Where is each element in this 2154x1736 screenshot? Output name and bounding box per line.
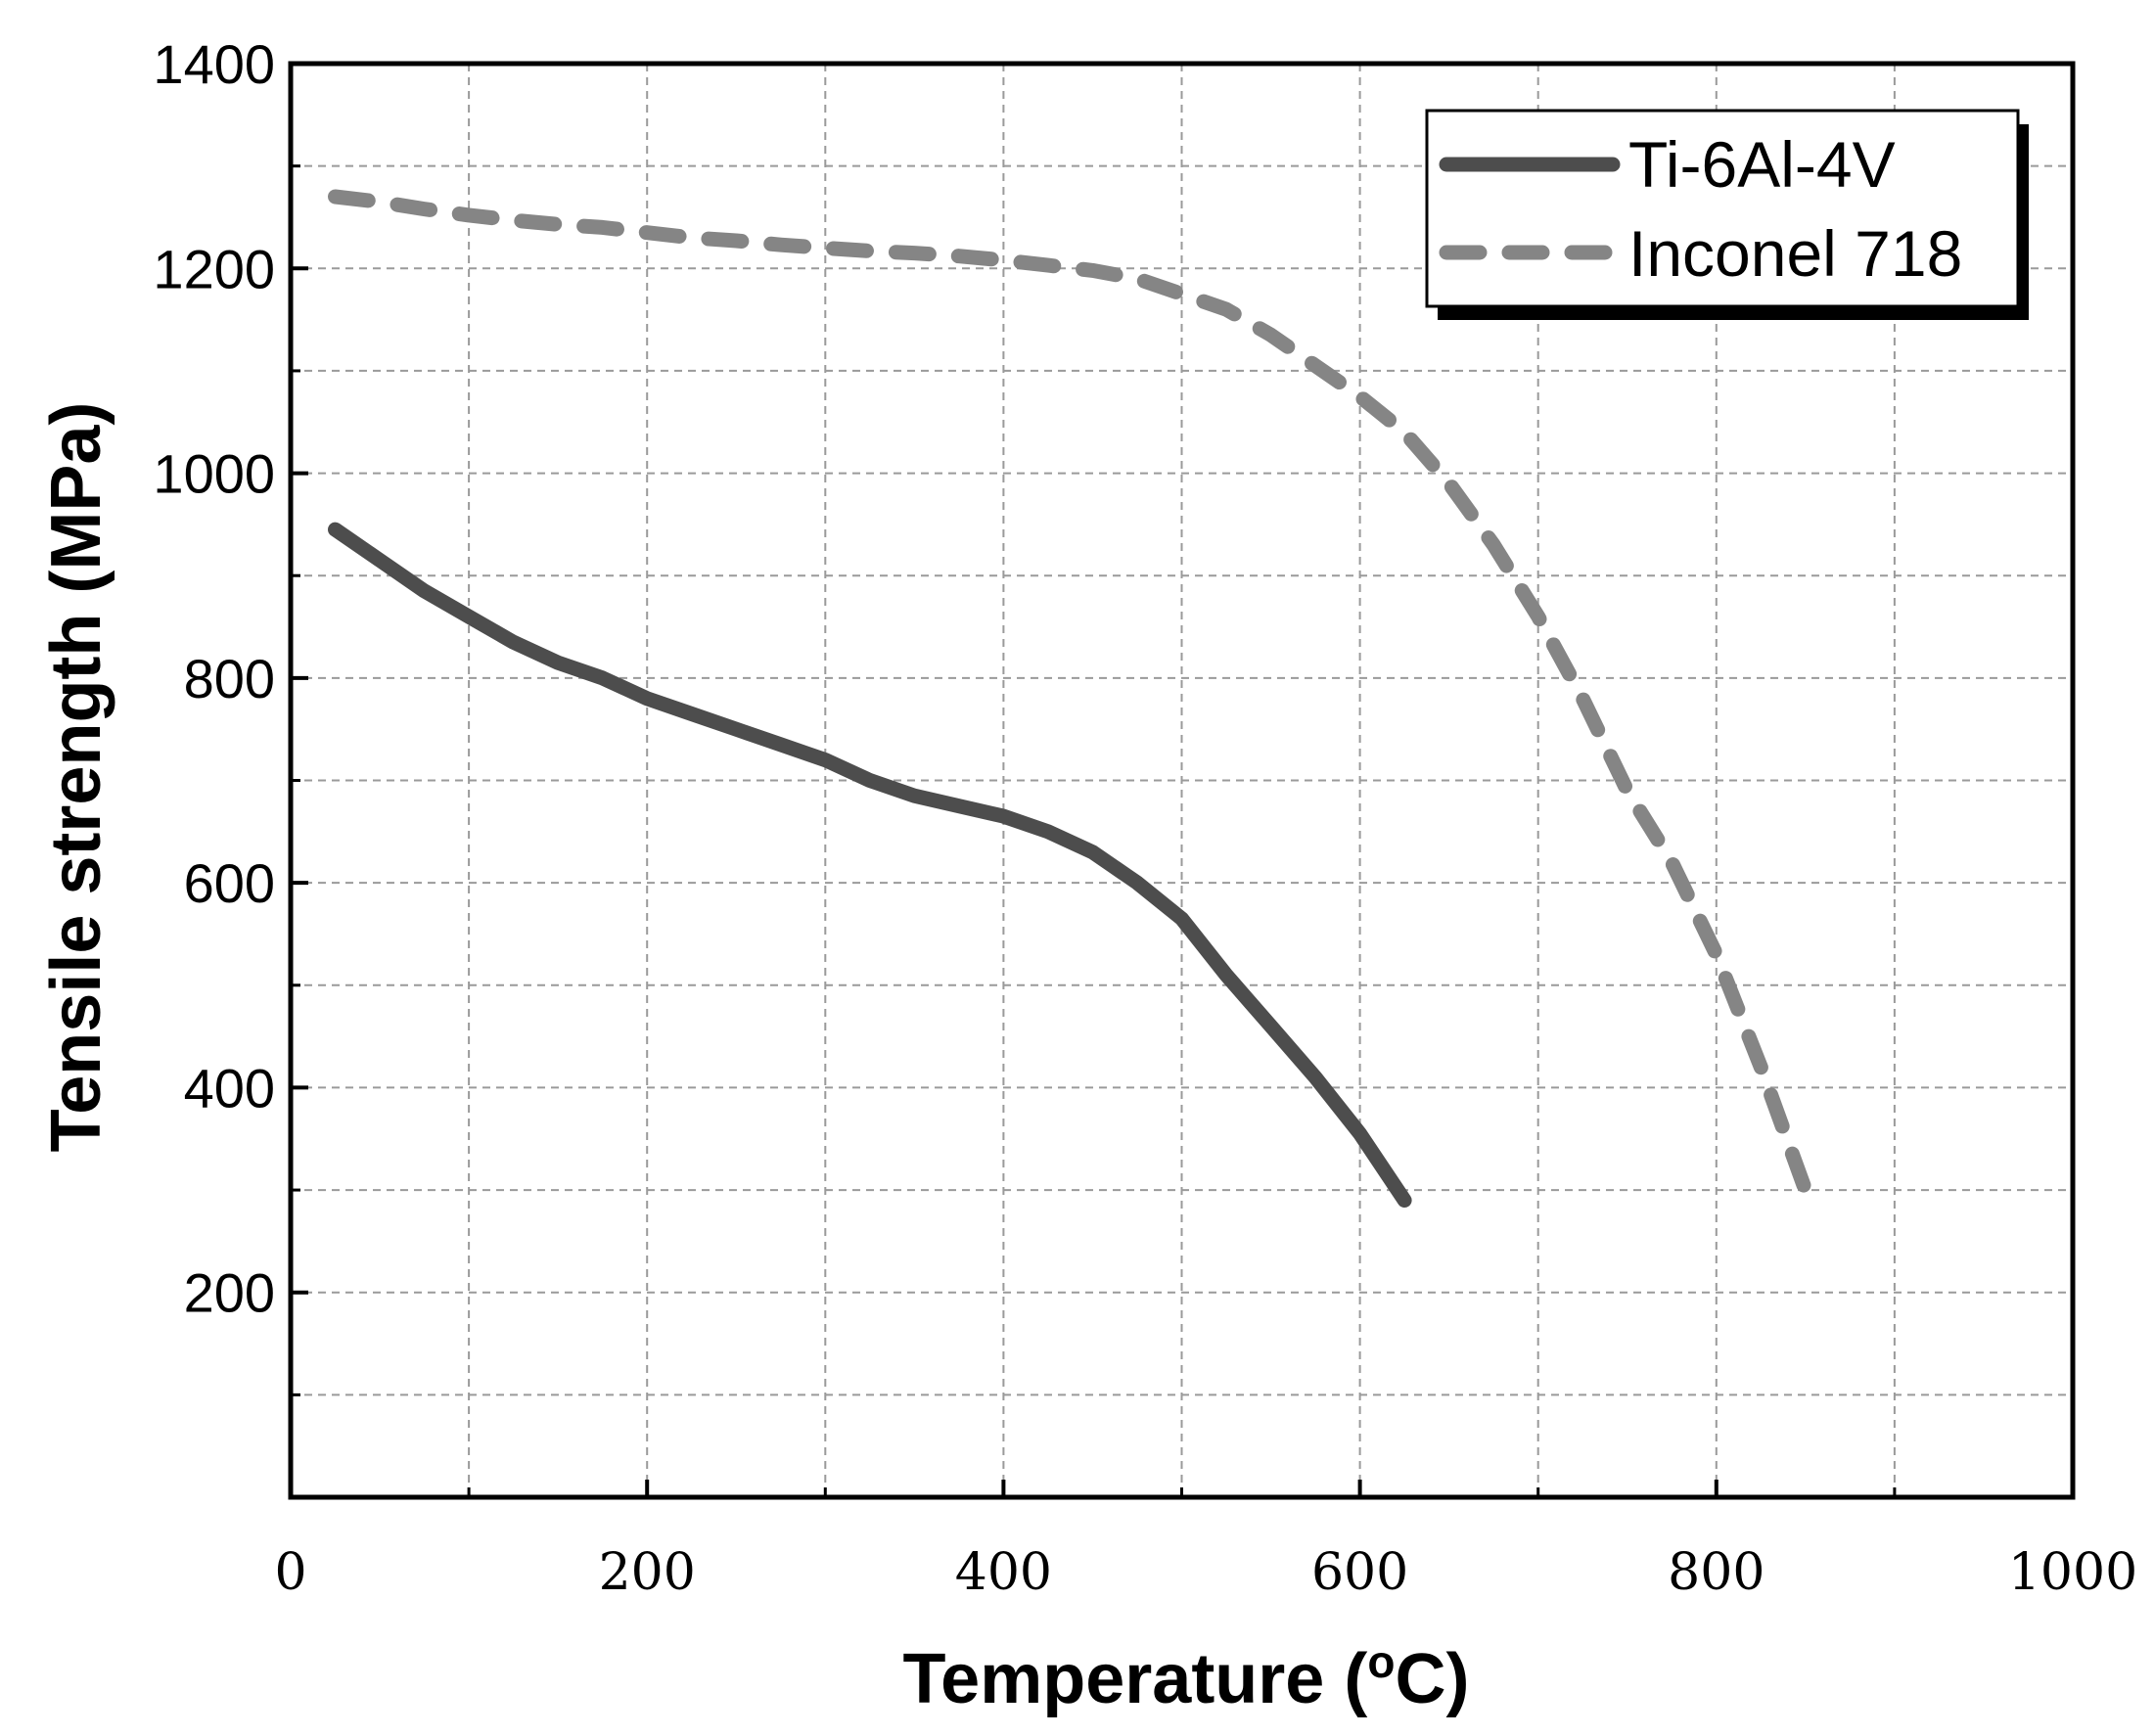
legend: Ti-6Al-4V Inconel 718 [1425, 109, 2029, 320]
legend-box [1425, 109, 2020, 308]
legend-label-inconel-718: Inconel 718 [1628, 217, 1962, 290]
x-tick-label: 800 [1668, 1543, 1764, 1602]
x-tick-label: 0 [274, 1543, 306, 1602]
axis-ticks: 0 200 400 600 800 1000 200 400 600 800 1000 1200 140… [153, 33, 2137, 1602]
x-tick-label: 1000 [2008, 1543, 2137, 1602]
series-line-ti-6al-4v [328, 522, 1412, 1208]
y-tick-label: 200 [184, 1262, 275, 1324]
x-tick-label: 600 [1311, 1543, 1408, 1602]
x-axis-title: Temperature (oC) [903, 1636, 1470, 1718]
y-tick-label: 1400 [153, 33, 275, 95]
y-tick-label: 600 [184, 852, 275, 914]
x-axis-title-suffix: C) [1395, 1640, 1469, 1718]
series-line-inconel-718 [328, 189, 1813, 1198]
y-axis-title: Tensile strength (MPa) [37, 402, 115, 1153]
y-tick-label: 1000 [153, 443, 275, 505]
series-lines [328, 189, 1813, 1208]
x-tick-label: 200 [599, 1543, 696, 1602]
legend-label-ti-6al-4v: Ti-6Al-4V [1628, 128, 1896, 201]
y-tick-label: 800 [184, 648, 275, 709]
y-tick-label: 1200 [153, 238, 275, 299]
x-axis-title-prefix: Temperature ( [903, 1640, 1368, 1718]
x-tick-label: 400 [955, 1543, 1052, 1602]
x-axis-title-degree: o [1367, 1636, 1395, 1687]
y-tick-label: 400 [184, 1057, 275, 1119]
